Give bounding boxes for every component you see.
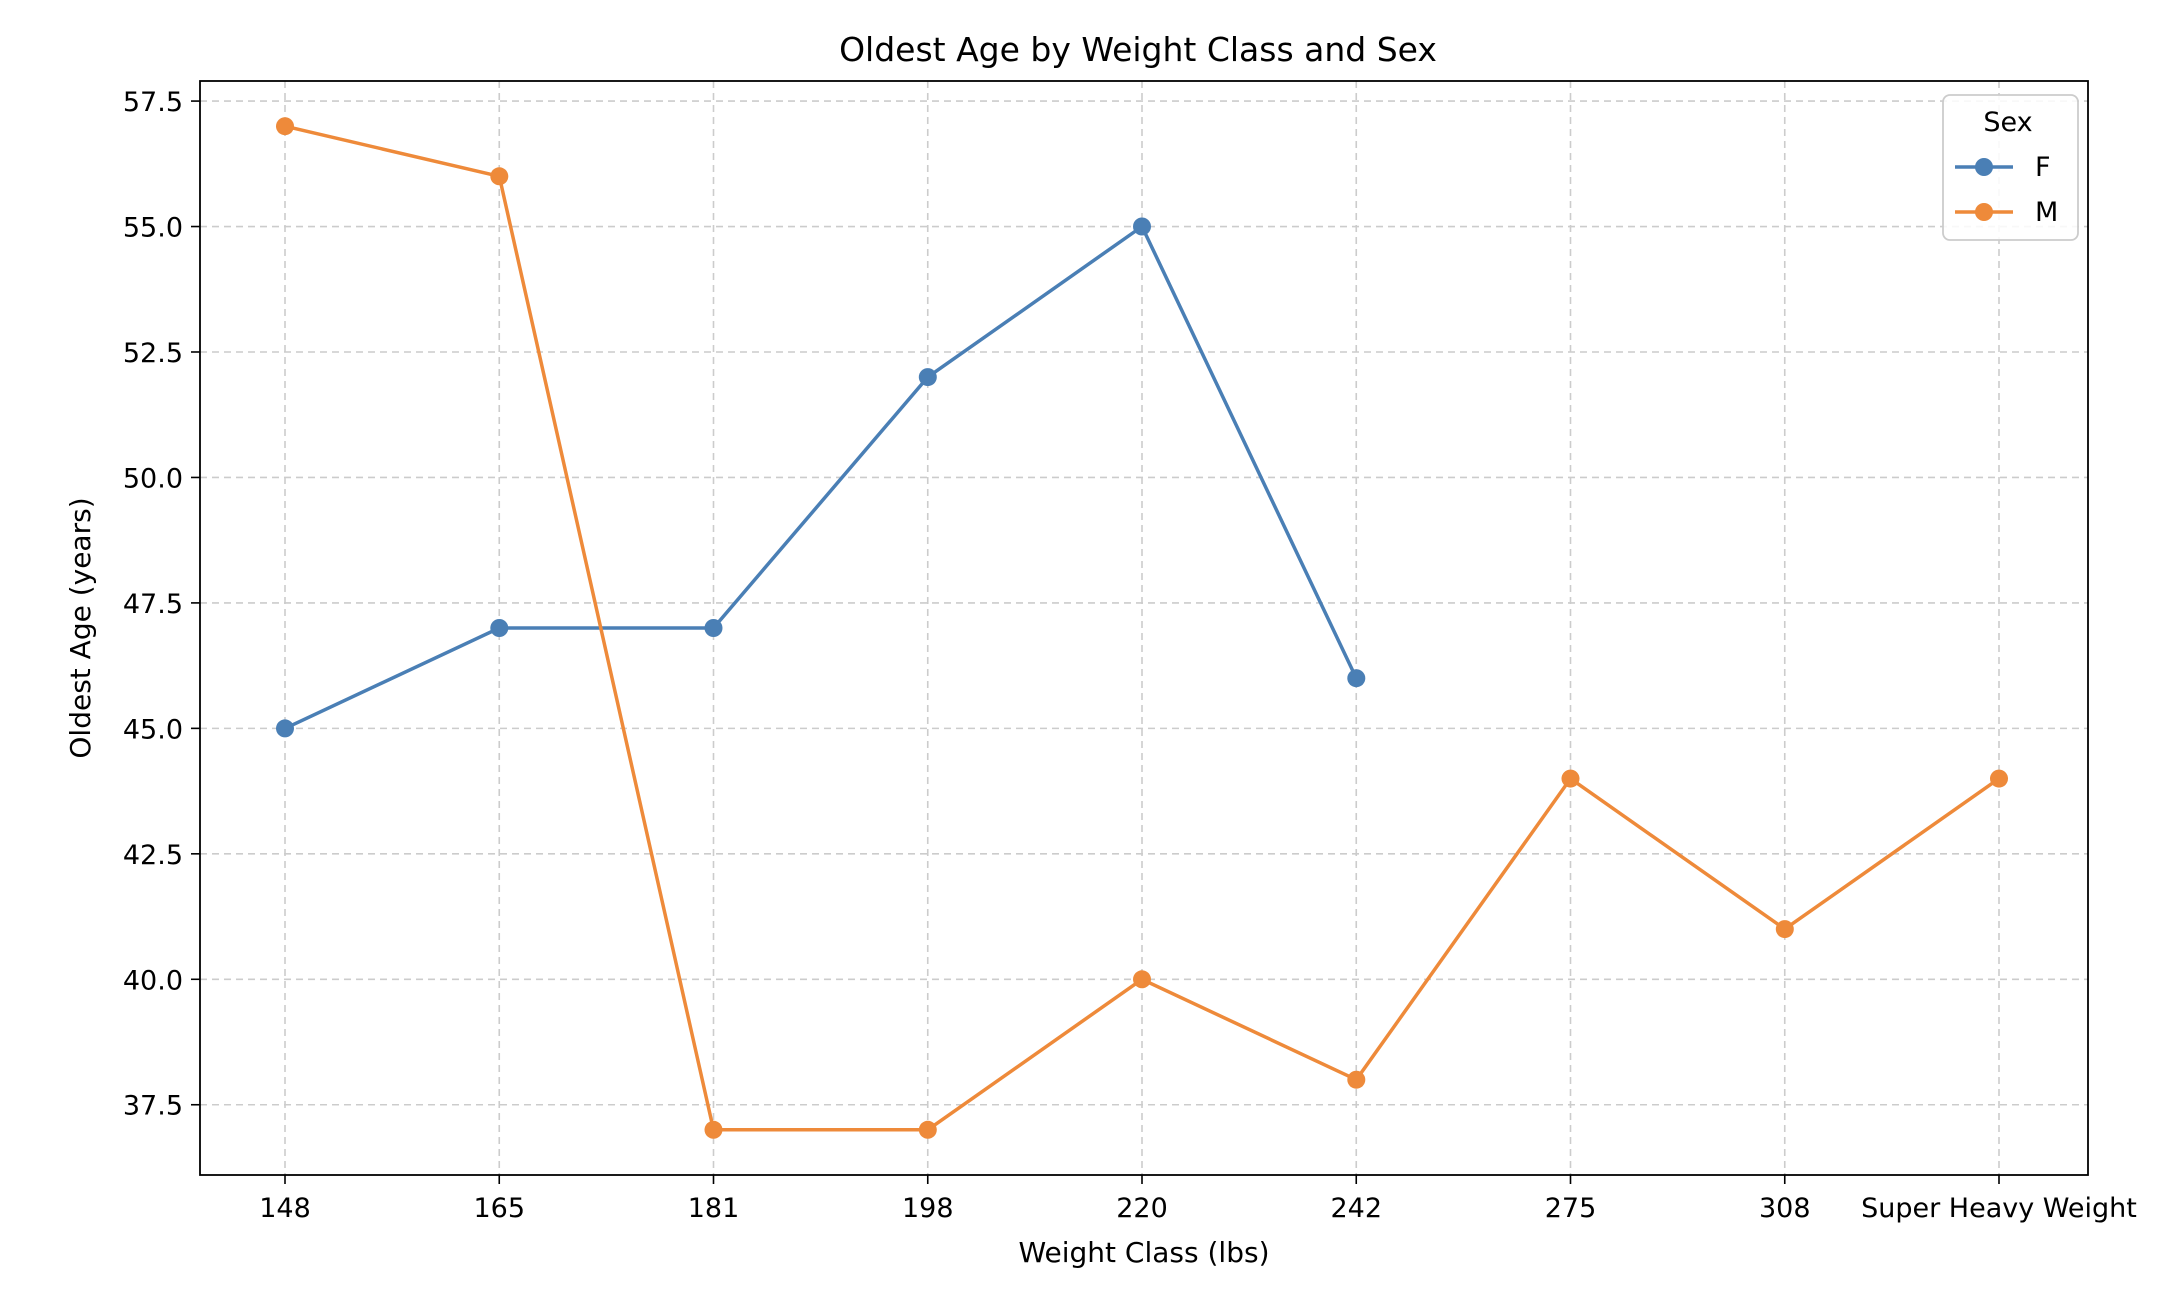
data-point-f xyxy=(1347,669,1366,688)
data-point-m xyxy=(1775,920,1794,939)
series-line-f xyxy=(283,224,1359,731)
data-point-f xyxy=(704,619,723,637)
x-tick-label: 242 xyxy=(1330,1193,1382,1224)
x-tick-label: 198 xyxy=(902,1193,954,1224)
x-tick-label: 220 xyxy=(1116,1193,1168,1224)
data-point-f xyxy=(918,368,937,387)
legend-label-f: F xyxy=(2035,152,2051,183)
data-point-m xyxy=(1133,970,1151,989)
x-tick-label: 165 xyxy=(473,1193,525,1224)
data-point-m xyxy=(704,1120,723,1139)
x-tick-label: Super Heavy Weight xyxy=(1861,1193,2137,1224)
y-tick-label: 45.0 xyxy=(123,714,183,745)
x-axis-label: Weight Class (lbs) xyxy=(1018,1236,1269,1269)
y-tick-label: 52.5 xyxy=(123,338,183,369)
legend-marker-m xyxy=(1975,203,1993,221)
data-point-m xyxy=(1347,1070,1366,1089)
y-tick-label: 57.5 xyxy=(123,87,183,118)
legend: Sex F M xyxy=(1942,94,2079,241)
legend-title: Sex xyxy=(1983,107,2032,138)
axis-ticks: 148 165 181 198 220 242 275 308 Super Heavy Weig… xyxy=(123,87,2137,1224)
legend-label-m: M xyxy=(2035,197,2058,228)
y-tick-label: 47.5 xyxy=(123,589,183,620)
plot-frame xyxy=(199,80,2089,1176)
data-point-m xyxy=(918,1120,937,1139)
y-tick-label: 50.0 xyxy=(123,463,183,494)
data-point-m xyxy=(1561,769,1580,788)
data-point-m xyxy=(276,117,294,136)
legend-marker-f xyxy=(1975,158,1993,176)
x-tick-label: 275 xyxy=(1545,1193,1597,1224)
x-tick-label: 181 xyxy=(688,1193,740,1224)
y-tick-label: 55.0 xyxy=(123,213,183,244)
data-point-f xyxy=(490,619,509,637)
grid xyxy=(200,81,2088,1175)
y-tick-label: 42.5 xyxy=(123,840,183,871)
x-tick-label: 148 xyxy=(259,1193,311,1224)
data-point-m xyxy=(1990,769,2008,788)
y-axis-label: Oldest Age (years) xyxy=(64,497,97,758)
data-point-f xyxy=(1133,217,1151,236)
data-point-m xyxy=(490,167,509,186)
y-tick-label: 37.5 xyxy=(123,1091,183,1122)
chart-title: Oldest Age by Weight Class and Sex xyxy=(839,30,1437,69)
y-tick-label: 40.0 xyxy=(123,965,183,996)
series-layer xyxy=(276,117,2008,1139)
x-tick-label: 308 xyxy=(1759,1193,1811,1224)
data-point-f xyxy=(276,719,294,738)
